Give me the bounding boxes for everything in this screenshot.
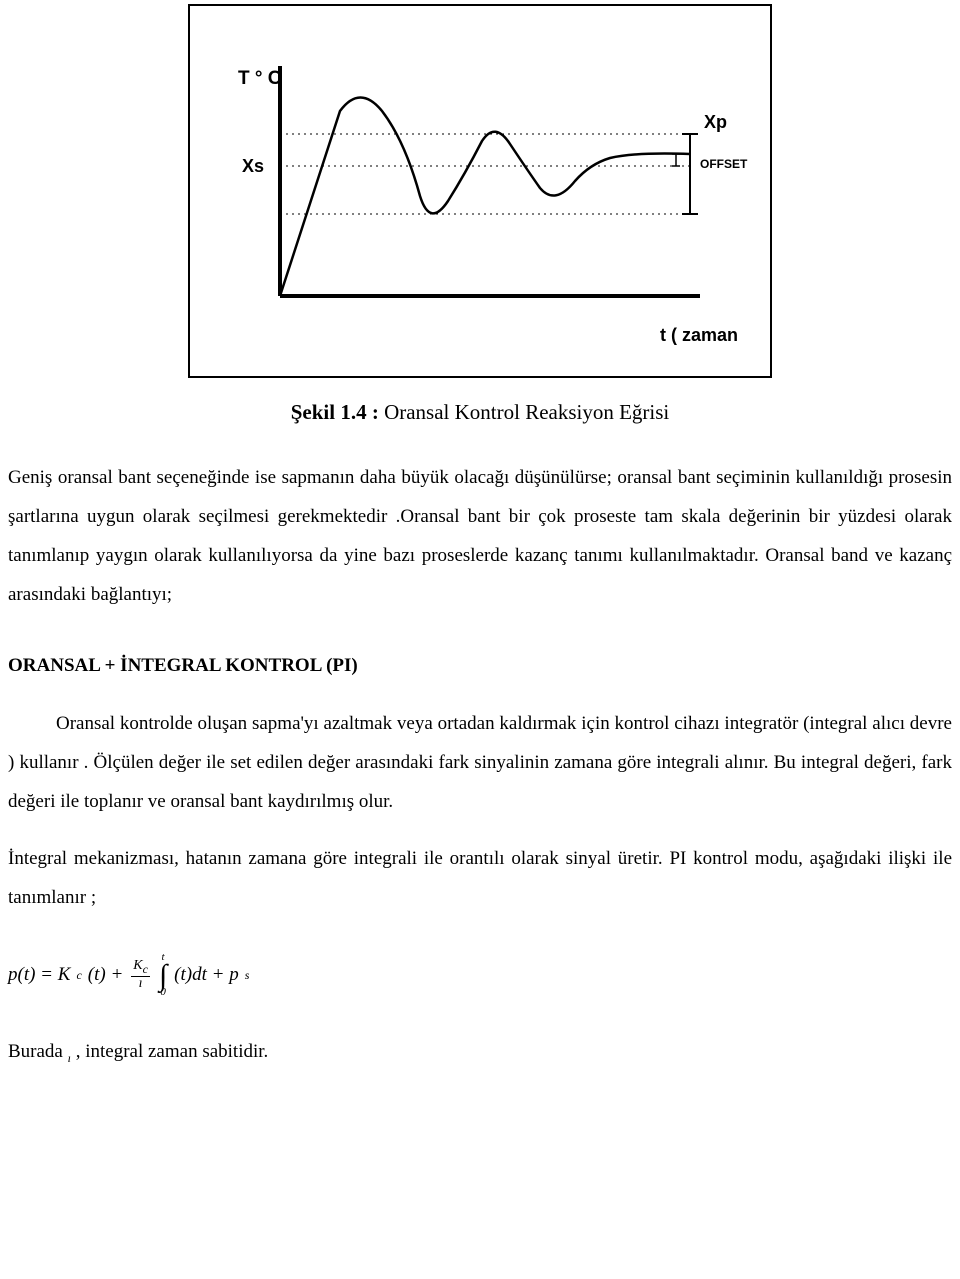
svg-text:t ( zaman: t ( zaman <box>660 325 738 345</box>
svg-text:Xs: Xs <box>242 156 264 176</box>
para4-pre: Burada <box>8 1041 68 1062</box>
svg-text:Xp: Xp <box>704 112 727 132</box>
paragraph-3: İntegral mekanizması, hatanın zamana gör… <box>8 840 952 918</box>
frac-num-k: K <box>133 958 142 973</box>
formula-fraction: Kc ı <box>131 959 150 991</box>
formula-kc-sub: c <box>76 968 81 983</box>
svg-text:T ° C: T ° C <box>238 68 282 89</box>
caption-text: Oransal Kontrol Reaksiyon Eğrisi <box>379 400 669 424</box>
frac-num-sub: c <box>143 962 148 976</box>
frac-den: ı <box>137 977 145 992</box>
para4-post: , integral zaman sabitidir. <box>71 1041 268 1062</box>
section-heading-pi: ORANSAL + İNTEGRAL KONTROL (PI) <box>8 655 952 677</box>
caption-label: Şekil 1.4 : <box>291 400 379 424</box>
formula-after-kc: (t) + <box>88 964 124 986</box>
paragraph-1: Geniş oransal bant seçeneğinde ise sapma… <box>8 459 952 615</box>
paragraph-4: Burada ı , integral zaman sabitidir. <box>8 1033 952 1072</box>
response-curve-chart: T ° C Xs Xp OFFSET t ( zaman <box>190 6 770 376</box>
paragraph-2: Oransal kontrolde oluşan sapma'yı azaltm… <box>8 705 952 822</box>
int-lower: 0 <box>160 988 166 997</box>
svg-text:OFFSET: OFFSET <box>700 157 748 171</box>
formula-lhs: p(t) = K <box>8 964 70 986</box>
integral-symbol: t ∫ 0 <box>159 953 167 997</box>
figure-container: T ° C Xs Xp OFFSET t ( zaman <box>8 4 952 378</box>
figure-caption: Şekil 1.4 : Oransal Kontrol Reaksiyon Eğ… <box>8 400 952 425</box>
figure-box: T ° C Xs Xp OFFSET t ( zaman <box>188 4 772 378</box>
formula-after-int: (t)dt + p <box>174 964 239 986</box>
pi-formula: p(t) = K c (t) + Kc ı t ∫ 0 (t)dt + p s <box>8 945 952 1005</box>
formula-ps-sub: s <box>245 968 250 983</box>
